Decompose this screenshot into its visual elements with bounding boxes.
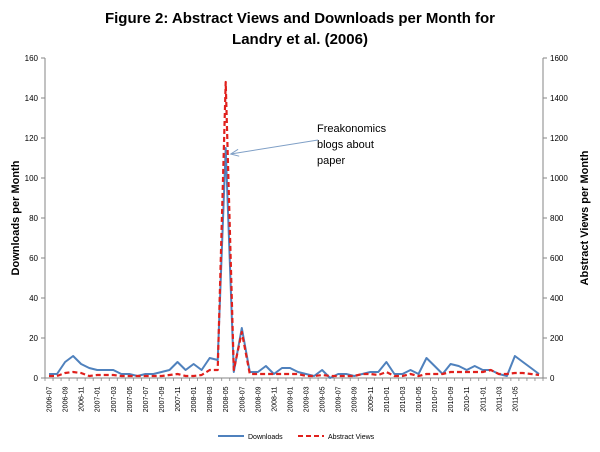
left-tick-label: 0 <box>34 374 39 383</box>
x-tick-label: 2008-03 <box>207 386 214 412</box>
left-tick-label: 160 <box>25 54 39 63</box>
x-tick-label: 2011-03 <box>496 386 503 411</box>
left-axis-title: Downloads per Month <box>10 160 22 275</box>
x-tick-label: 2009-09 <box>352 386 359 412</box>
right-tick-label: 400 <box>550 294 564 303</box>
x-tick-label: 2007-09 <box>159 386 166 412</box>
x-tick-label: 2010-11 <box>464 386 471 411</box>
x-tick-label: 2007-11 <box>175 386 182 411</box>
right-tick-label: 1000 <box>550 174 568 183</box>
legend-label-abstract-views: Abstract Views <box>328 434 375 441</box>
annotation-line-3: paper <box>317 155 345 167</box>
x-tick-label: 2007-05 <box>127 386 134 412</box>
left-tick-label: 40 <box>29 294 38 303</box>
series-line-downloads <box>49 147 540 379</box>
legend-label-downloads: Downloads <box>248 434 283 441</box>
right-tick-label: 200 <box>550 334 564 343</box>
x-tick-label: 2010-01 <box>384 386 391 412</box>
x-tick-label: 2008-01 <box>191 386 198 412</box>
x-tick-label: 2009-03 <box>304 386 311 412</box>
left-axis-ticks: 0 20 40 60 80 100 120 140 160 <box>25 54 45 383</box>
x-tick-label: 2010-07 <box>432 386 439 412</box>
right-tick-label: 1600 <box>550 54 568 63</box>
annotation-line-2: blogs about <box>317 139 374 151</box>
series-line-abstract-views <box>49 80 540 378</box>
x-tick-label: 2009-05 <box>320 386 327 412</box>
right-tick-label: 1400 <box>550 94 568 103</box>
x-tick-label: 2009-07 <box>336 386 343 412</box>
annotation-line-1: Freakonomics <box>317 123 387 135</box>
x-tick-label: 2007-07 <box>143 386 150 412</box>
x-tick-label: 2008-09 <box>255 386 262 412</box>
x-tick-label: 2010-03 <box>400 386 407 412</box>
x-tick-label: 2006-07 <box>47 386 54 412</box>
annotation: Freakonomics blogs about paper <box>229 123 387 167</box>
x-tick-label: 2009-11 <box>368 386 375 411</box>
right-axis-ticks: 0 200 400 600 800 1000 1200 1400 1600 <box>543 54 568 383</box>
left-tick-label: 80 <box>29 214 38 223</box>
chart-title-line-1: Figure 2: Abstract Views and Downloads p… <box>105 10 495 27</box>
left-tick-label: 20 <box>29 334 38 343</box>
x-axis-ticks: 2006-07 2006-09 2006-11 2007-01 2007-03 2007-… <box>44 378 544 412</box>
left-tick-label: 100 <box>25 174 39 183</box>
x-tick-label: 2011-05 <box>512 386 519 411</box>
x-tick-label: 2008-07 <box>239 386 246 412</box>
x-tick-label: 2010-05 <box>416 386 423 412</box>
x-tick-label: 2008-05 <box>223 386 230 412</box>
left-tick-label: 120 <box>25 134 39 143</box>
x-tick-label: 2006-09 <box>63 386 70 412</box>
right-axis-title: Abstract Views per Month <box>579 150 591 285</box>
legend: Downloads Abstract Views <box>218 434 375 441</box>
left-tick-label: 60 <box>29 254 38 263</box>
right-tick-label: 1200 <box>550 134 568 143</box>
right-tick-label: 600 <box>550 254 564 263</box>
right-tick-label: 800 <box>550 214 564 223</box>
left-tick-label: 140 <box>25 94 39 103</box>
series-layer <box>49 80 540 379</box>
x-tick-label: 2010-09 <box>448 386 455 412</box>
x-tick-label: 2009-01 <box>287 386 294 412</box>
x-tick-label: 2007-01 <box>95 386 102 412</box>
chart-title-line-2: Landry et al. (2006) <box>232 31 368 48</box>
right-tick-label: 0 <box>550 374 555 383</box>
annotation-arrow-line <box>230 139 319 155</box>
x-tick-label: 2008-11 <box>271 386 278 411</box>
x-tick-label: 2006-11 <box>79 386 86 411</box>
x-tick-label: 2007-03 <box>111 386 118 412</box>
annotation-arrow-head <box>229 148 240 157</box>
x-tick-label: 2011-01 <box>480 386 487 411</box>
